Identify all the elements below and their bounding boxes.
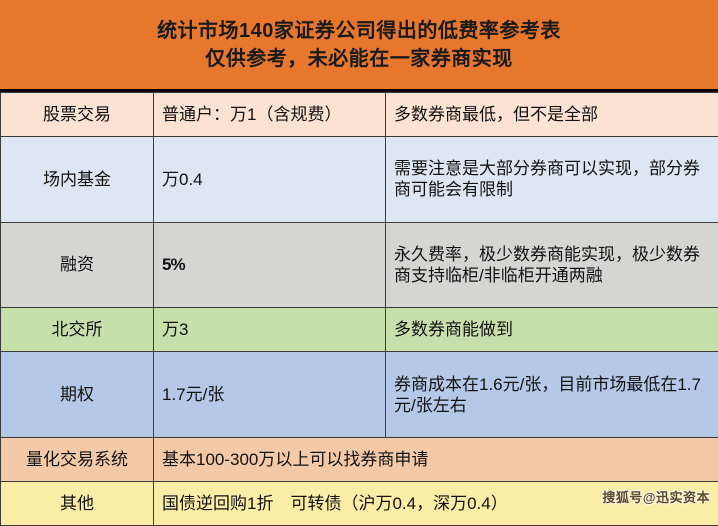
row-note-options: 券商成本在1.6元/张，目前市场最低在1.7元/张左右 [385,351,718,439]
table-row: 期权 1.7元/张 券商成本在1.6元/张，目前市场最低在1.7元/张左右 [0,351,718,439]
row-value-quant-system: 基本100-300万以上可以找券商申请 [153,437,718,483]
table-row: 股票交易 普通户：万1（含规费） 多数券商最低，但不是全部 [0,92,718,137]
row-note-margin-financing: 永久费率，极少数券商能实现，极少数券商支持临柜/非临柜开通两融 [385,221,718,309]
row-label-bse: 北交所 [0,307,154,353]
table-row: 量化交易系统 基本100-300万以上可以找券商申请 [0,437,718,483]
title-banner: 统计市场140家证券公司得出的低费率参考表 仅供参考，未必能在一家券商实现 [0,0,718,92]
row-note-bse: 多数券商能做到 [385,307,718,353]
row-label-margin-financing: 融资 [0,221,154,309]
row-value-stock-trading: 普通户：万1（含规费） [153,92,386,137]
row-value-etf-fund: 万0.4 [153,135,386,223]
row-note-stock-trading: 多数券商最低，但不是全部 [385,92,718,137]
banner-title-line-1: 统计市场140家证券公司得出的低费率参考表 [157,19,561,42]
fee-rate-table: 股票交易 普通户：万1（含规费） 多数券商最低，但不是全部 场内基金 万0.4 … [0,92,718,526]
banner-title-line-2: 仅供参考，未必能在一家券商实现 [205,47,513,70]
row-value-bse: 万3 [153,307,386,353]
row-value-other: 国债逆回购1折 可转债（沪万0.4，深万0.4） [153,481,718,526]
row-label-etf-fund: 场内基金 [0,135,154,223]
table-row: 融资 5% 永久费率，极少数券商能实现，极少数券商支持临柜/非临柜开通两融 [0,221,718,309]
row-label-stock-trading: 股票交易 [0,92,154,137]
row-label-options: 期权 [0,351,154,439]
row-label-quant-system: 量化交易系统 [0,437,154,483]
table-row: 北交所 万3 多数券商能做到 [0,307,718,353]
table-row: 其他 国债逆回购1折 可转债（沪万0.4，深万0.4） [0,481,718,526]
row-note-etf-fund: 需要注意是大部分券商可以实现，部分券商可能会有限制 [385,135,718,223]
row-value-margin-financing: 5% [153,221,386,309]
row-label-other: 其他 [0,481,154,526]
row-value-options: 1.7元/张 [153,351,386,439]
table-row: 场内基金 万0.4 需要注意是大部分券商可以实现，部分券商可能会有限制 [0,135,718,223]
